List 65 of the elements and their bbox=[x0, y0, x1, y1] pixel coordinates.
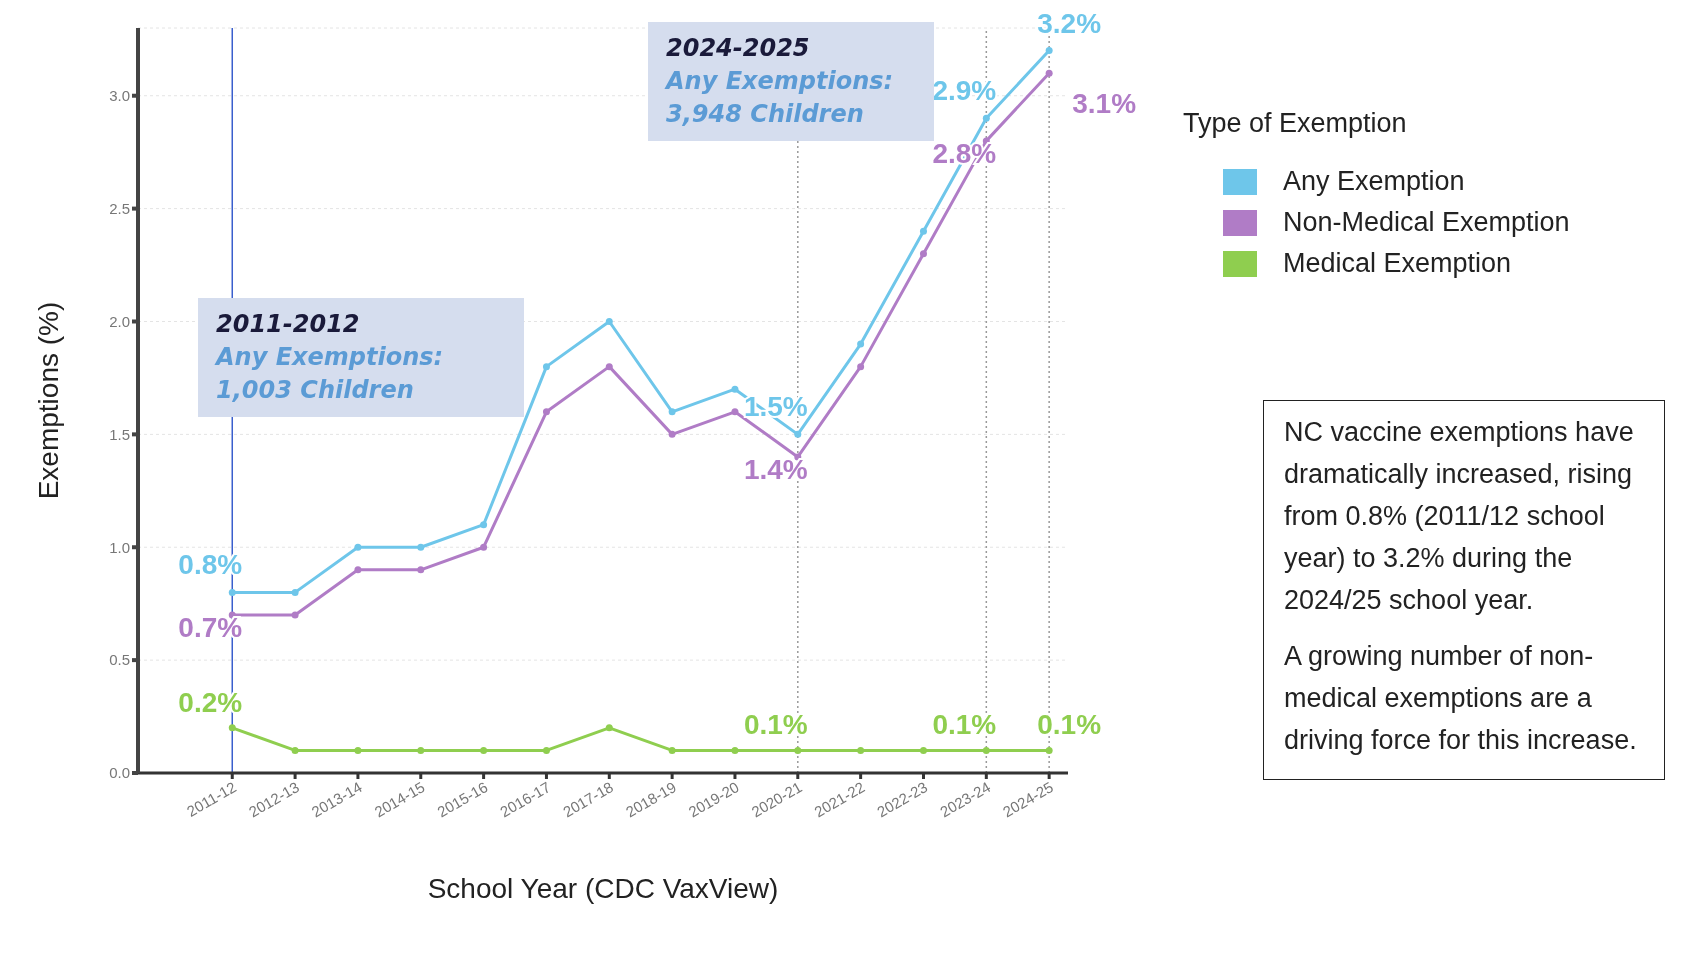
point bbox=[480, 521, 488, 529]
point bbox=[919, 746, 927, 754]
annotation: 2011-2012 Any Exemptions: 1,003 Children bbox=[216, 309, 445, 406]
data-label: 1.4% bbox=[743, 453, 808, 485]
y-tick-label: 1.0 bbox=[109, 538, 130, 556]
point bbox=[668, 430, 676, 438]
y-tick-label: 2.5 bbox=[109, 199, 130, 217]
point bbox=[417, 543, 425, 551]
data-label: 2.9% bbox=[932, 75, 997, 107]
point bbox=[605, 317, 613, 325]
point bbox=[1045, 746, 1053, 754]
point bbox=[731, 385, 739, 393]
y-tick-label: 2.0 bbox=[109, 312, 130, 330]
point bbox=[291, 588, 299, 596]
point bbox=[542, 408, 550, 416]
point bbox=[228, 724, 236, 732]
text-box: 2011-2012 Any Exemptions: 1,003 Children bbox=[198, 298, 524, 417]
text: NC vaccine exemptions have dramatically increased, rising from 0.8% (2011/12 school year) to 3.2% during the 2024/25 school year. bbox=[1284, 416, 1635, 617]
point bbox=[731, 408, 739, 416]
point bbox=[605, 724, 613, 732]
point bbox=[982, 114, 990, 122]
legend-label: Any Exemption bbox=[1282, 165, 1466, 198]
point bbox=[1045, 47, 1053, 55]
point bbox=[480, 746, 488, 754]
point bbox=[794, 746, 802, 754]
point bbox=[857, 340, 865, 348]
point bbox=[794, 430, 802, 438]
point bbox=[480, 543, 488, 551]
point bbox=[542, 363, 550, 371]
y-tick-label: 3.0 bbox=[109, 87, 130, 105]
data-label: 3.2% bbox=[1037, 7, 1102, 39]
point bbox=[291, 746, 299, 754]
point bbox=[982, 746, 990, 754]
point bbox=[354, 566, 362, 574]
point bbox=[857, 746, 865, 754]
point bbox=[291, 611, 299, 619]
point bbox=[919, 227, 927, 235]
y-axis-title: Exemptions (%) bbox=[32, 301, 64, 500]
x-axis-title: School Year (CDC VaxView) bbox=[427, 873, 779, 904]
point bbox=[668, 408, 676, 416]
y-tick-label: 0.5 bbox=[109, 651, 130, 669]
point bbox=[731, 746, 739, 754]
data-label: 0.1% bbox=[932, 709, 997, 741]
y-tick-label: 1.5 bbox=[109, 425, 130, 443]
point bbox=[668, 746, 676, 754]
legend-label: Non-Medical Exemption bbox=[1282, 206, 1570, 239]
point bbox=[1045, 69, 1053, 77]
data-label: 3.1% bbox=[1072, 88, 1137, 120]
point bbox=[857, 363, 865, 371]
point bbox=[605, 363, 613, 371]
legend-label: Medical Exemption bbox=[1282, 247, 1513, 280]
point bbox=[919, 250, 927, 258]
point bbox=[417, 746, 425, 754]
annotation: 2024-2025 Any Exemptions: 3,948 Children bbox=[666, 33, 895, 130]
text-box: 2024-2025 Any Exemptions: 3,948 Children bbox=[648, 22, 934, 141]
point bbox=[228, 588, 236, 596]
y-tick-label: 0.0 bbox=[109, 764, 130, 782]
text: A growing number of non-medical exemptions are a driving force for this increase. bbox=[1284, 640, 1638, 757]
point bbox=[354, 746, 362, 754]
data-label: 0.1% bbox=[1037, 709, 1102, 741]
point bbox=[542, 746, 550, 754]
point bbox=[354, 543, 362, 551]
legend-title: Type of Exemption bbox=[1183, 108, 1408, 139]
data-label: 0.1% bbox=[743, 709, 808, 741]
point bbox=[417, 566, 425, 574]
